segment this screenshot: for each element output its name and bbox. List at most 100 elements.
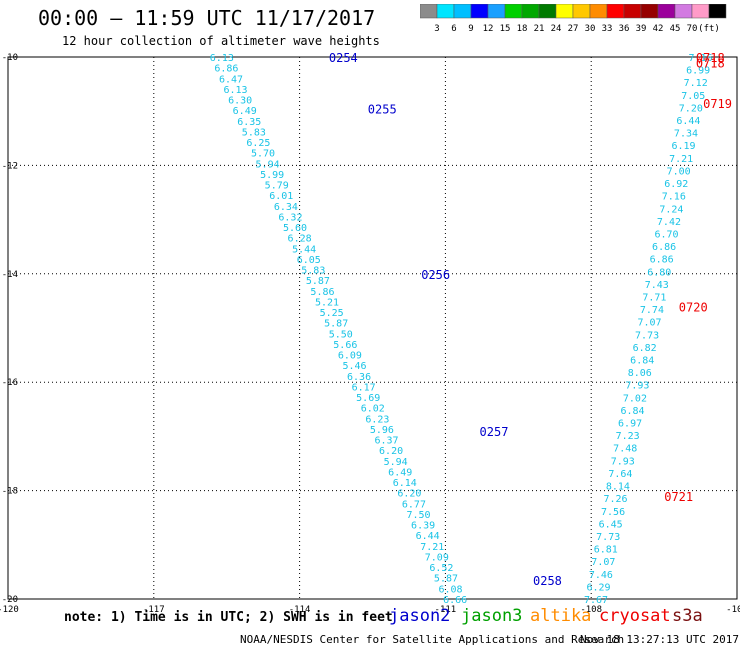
scale-label: 12 xyxy=(483,24,494,34)
scale-label: 33 xyxy=(602,24,613,34)
wave-height-value: 7.74 xyxy=(640,305,664,316)
wave-height-value: 6.13 xyxy=(224,85,248,96)
legend-s3a: s3a xyxy=(672,606,703,626)
wave-height-value: 6.05 xyxy=(297,255,321,266)
wave-height-value: 6.39 xyxy=(411,521,435,532)
wave-height-value: 6.97 xyxy=(618,419,642,430)
wave-height-value: 6.25 xyxy=(246,138,270,149)
scale-swatch xyxy=(640,4,659,19)
map-frame xyxy=(7,56,738,600)
wave-height-value: 6.01 xyxy=(269,191,293,202)
wave-height-value: 7.46 xyxy=(589,570,613,581)
scale-swatch xyxy=(691,4,710,19)
wave-height-value: 6.13 xyxy=(210,53,234,64)
wave-height-value: 6.84 xyxy=(630,356,654,367)
lat-tick-label: -14 xyxy=(2,270,18,280)
wave-height-value: 6.14 xyxy=(393,478,417,489)
wave-height-value: 6.92 xyxy=(664,179,688,190)
wave-height-value: 7.71 xyxy=(642,292,666,303)
scale-swatch xyxy=(504,4,523,19)
wave-height-value: 7.16 xyxy=(689,53,713,64)
wave-height-value: 7.43 xyxy=(645,280,669,291)
wave-height-value: 6.35 xyxy=(237,117,261,128)
wave-height-value: 7.73 xyxy=(635,330,659,341)
wave-height-value: 6.09 xyxy=(338,351,362,362)
scale-swatch xyxy=(589,4,608,19)
wave-height-value: 5.25 xyxy=(320,308,344,319)
wave-height-value: 6.29 xyxy=(586,582,610,593)
pass-time-label: 0254 xyxy=(329,51,358,65)
wave-height-value: 6.49 xyxy=(388,467,412,478)
wave-height-value: 5.87 xyxy=(306,276,330,287)
scale-label: 18 xyxy=(517,24,528,34)
wave-height-value: 7.00 xyxy=(667,166,691,177)
wave-height-value: 7.56 xyxy=(601,507,625,518)
wave-height-value: 6.20 xyxy=(379,446,403,457)
wave-height-value: 7.42 xyxy=(657,217,681,228)
wave-height-value: 5.21 xyxy=(315,297,339,308)
scale-swatch xyxy=(657,4,676,19)
wave-height-value: 6.66 xyxy=(443,595,467,606)
wave-height-value: 7.09 xyxy=(425,552,449,563)
wave-height-value: 6.36 xyxy=(347,372,371,383)
wave-height-value: 7.73 xyxy=(596,532,620,543)
wave-height-value: 5.60 xyxy=(283,223,307,234)
wave-height-value: 6.44 xyxy=(416,531,440,542)
wave-height-value: 7.21 xyxy=(669,154,693,165)
wave-height-value: 7.64 xyxy=(608,469,632,480)
scale-swatch xyxy=(470,4,489,19)
pass-time-label: 0257 xyxy=(480,425,509,439)
lat-tick-label: -10 xyxy=(2,53,18,63)
scale-swatch xyxy=(572,4,591,19)
legend-altika: altika xyxy=(530,606,592,626)
wave-height-value: 5.87 xyxy=(324,319,348,330)
wave-height-value: 6.77 xyxy=(402,499,426,510)
wave-height-value: 7.12 xyxy=(684,78,708,89)
wave-height-value: 5.79 xyxy=(265,181,289,192)
wave-height-value: 6.17 xyxy=(352,382,376,393)
wave-height-value: 7.93 xyxy=(625,381,649,392)
wave-height-value: 5.86 xyxy=(310,287,334,298)
wave-height-value: 5.96 xyxy=(370,425,394,436)
wave-height-value: 7.02 xyxy=(623,393,647,404)
lat-tick-label: -12 xyxy=(2,161,18,171)
wave-height-value: 6.32 xyxy=(278,212,302,223)
scale-swatch xyxy=(420,4,438,19)
lon-tick-label: -105 xyxy=(726,605,740,615)
wave-height-value: 6.23 xyxy=(365,414,389,425)
pass-time-label: 0258 xyxy=(533,574,562,588)
lat-tick-label: -18 xyxy=(2,487,18,497)
wave-height-value: 5.46 xyxy=(342,361,366,372)
footer-credit: NOAA/NESDIS Center for Satellite Applica… xyxy=(240,633,625,646)
scale-label: (ft) xyxy=(698,24,720,34)
wave-height-value: 7.34 xyxy=(674,129,698,140)
wave-height-value: 5.99 xyxy=(260,170,284,181)
wave-height-value: 6.34 xyxy=(274,202,298,213)
wave-height-value: 7.26 xyxy=(603,494,627,505)
wave-height-value: 8.14 xyxy=(606,482,630,493)
wave-height-value: 6.47 xyxy=(219,74,243,85)
wave-height-value: 6.81 xyxy=(594,545,618,556)
wave-height-value: 5.83 xyxy=(301,266,325,277)
pass-time-label: 0718 xyxy=(696,51,725,65)
wave-height-value: 5.70 xyxy=(251,149,275,160)
wave-height-value: 5.44 xyxy=(292,244,316,255)
wave-height-value: 6.80 xyxy=(647,267,671,278)
pass-time-label: 0720 xyxy=(679,300,708,314)
scale-label: 27 xyxy=(568,24,579,34)
wave-height-value: 6.19 xyxy=(671,141,695,152)
wave-height-value: 6.02 xyxy=(361,404,385,415)
wave-height-value: 7.67 xyxy=(584,595,608,606)
wave-height-value: 7.16 xyxy=(662,192,686,203)
wave-height-value: 6.86 xyxy=(214,64,238,75)
wave-height-value: 6.30 xyxy=(228,96,252,107)
wave-height-value: 6.52 xyxy=(429,563,453,574)
wave-height-value: 7.50 xyxy=(406,510,430,521)
wave-height-value: 6.45 xyxy=(599,519,623,530)
wave-height-value: 6.28 xyxy=(288,234,312,245)
scale-swatch xyxy=(623,4,642,19)
wave-height-value: 5.50 xyxy=(329,329,353,340)
units-note: note: 1) Time is in UTC; 2) SWH is in fe… xyxy=(64,610,393,625)
wave-height-value: 7.07 xyxy=(591,557,615,568)
